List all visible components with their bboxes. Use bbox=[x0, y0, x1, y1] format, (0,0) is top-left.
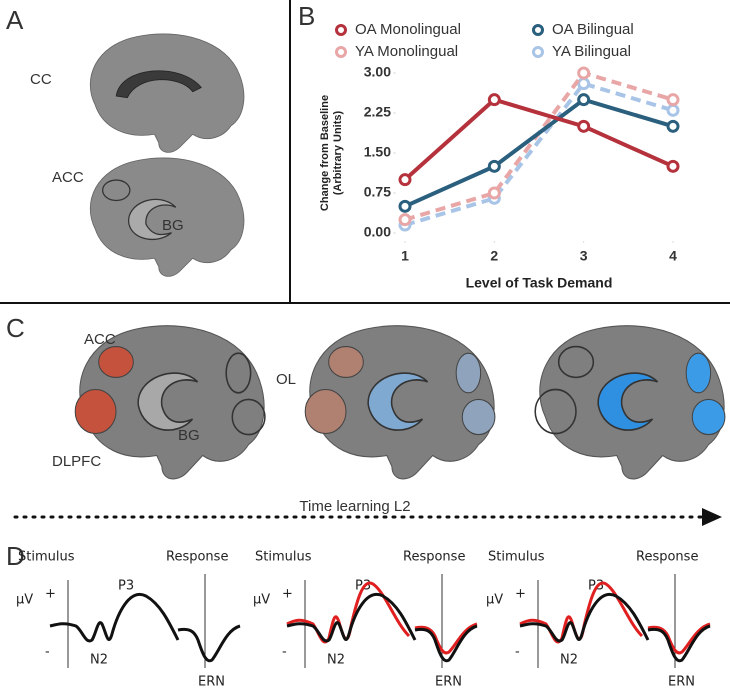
legend-label: YA Monolingual bbox=[355, 43, 458, 60]
point bbox=[666, 159, 680, 173]
region-label: ACC bbox=[84, 331, 116, 348]
erp-wave bbox=[647, 622, 711, 655]
unit-label: μV bbox=[486, 593, 503, 608]
erp-wave bbox=[286, 592, 417, 643]
point bbox=[577, 66, 591, 80]
erp-wave bbox=[519, 592, 650, 643]
y-tick-label: 0.00 bbox=[364, 224, 391, 240]
point bbox=[577, 77, 591, 91]
y-tick-label: 3.00 bbox=[364, 64, 391, 80]
region-label: ACC bbox=[52, 169, 84, 186]
y-tick-label: 1.50 bbox=[364, 144, 391, 160]
region-label: BG bbox=[162, 217, 184, 234]
region-label: BG bbox=[178, 427, 200, 444]
minus-label: - bbox=[515, 645, 520, 660]
ern-label: ERN bbox=[198, 675, 225, 690]
unit-label: μV bbox=[16, 593, 33, 608]
point bbox=[577, 119, 591, 133]
p3-label: P3 bbox=[118, 579, 134, 594]
plus-label: + bbox=[282, 587, 293, 602]
n2-label: N2 bbox=[327, 653, 345, 668]
plus-label: + bbox=[45, 587, 56, 602]
plus-label: + bbox=[515, 587, 526, 602]
brain bbox=[89, 157, 245, 277]
n2-label: N2 bbox=[90, 653, 108, 668]
minus-label: - bbox=[282, 645, 287, 660]
legend-label: OA Monolingual bbox=[355, 21, 461, 38]
response-label: Response bbox=[403, 550, 465, 565]
erp-wave bbox=[414, 624, 478, 663]
legend-label: YA Bilingual bbox=[552, 43, 631, 60]
series-line bbox=[404, 97, 674, 209]
legend-marker bbox=[532, 24, 544, 36]
point bbox=[398, 173, 412, 187]
x-tick-label: 3 bbox=[580, 248, 588, 264]
brain bbox=[74, 325, 266, 480]
legend-marker bbox=[335, 46, 347, 58]
stimulus-label: Stimulus bbox=[255, 550, 312, 565]
stimulus-label: Stimulus bbox=[488, 550, 545, 565]
erp-wave bbox=[177, 624, 241, 663]
x-tick-label: 2 bbox=[490, 248, 498, 264]
unit-label: μV bbox=[253, 593, 270, 608]
erp-wave bbox=[414, 622, 478, 655]
panel-letter: D bbox=[6, 541, 25, 571]
y-axis-label: (Arbitrary Units) bbox=[332, 110, 344, 195]
timeline-label: Time learning L2 bbox=[299, 498, 410, 515]
line-chart: 0.00 0.75 1.50 2.25 3.00 1 2 3 4 OA Monolingual OA… bbox=[335, 21, 680, 264]
brain bbox=[534, 325, 726, 480]
y-tick-label: 0.75 bbox=[364, 184, 391, 200]
legend-marker bbox=[532, 46, 544, 58]
arrow-head bbox=[702, 508, 722, 526]
x-tick-label: 1 bbox=[401, 248, 409, 264]
point bbox=[666, 103, 680, 117]
point bbox=[487, 93, 501, 107]
x-axis-label: Level of Task Demand bbox=[466, 275, 613, 291]
minus-label: - bbox=[45, 645, 50, 660]
series-line bbox=[404, 81, 674, 227]
series-line bbox=[403, 97, 674, 182]
legend-marker bbox=[335, 24, 347, 36]
erp-wave bbox=[647, 624, 711, 663]
panel-letter: C bbox=[6, 313, 25, 343]
point bbox=[577, 93, 591, 107]
panel-letter: A bbox=[6, 5, 24, 35]
point bbox=[666, 119, 680, 133]
brain bbox=[89, 33, 245, 153]
panel-letter: B bbox=[298, 1, 315, 31]
response-label: Response bbox=[636, 550, 698, 565]
legend-label: OA Bilingual bbox=[552, 21, 634, 38]
region-label: CC bbox=[30, 71, 52, 88]
y-tick-label: 2.25 bbox=[364, 104, 391, 120]
y-axis-label: Change from Baseline bbox=[319, 95, 331, 211]
point bbox=[487, 186, 501, 200]
n2-label: N2 bbox=[560, 653, 578, 668]
ern-label: ERN bbox=[668, 675, 695, 690]
x-tick-label: 4 bbox=[669, 248, 677, 264]
erp-panel: Stimulus Response μV + - P3 N2 ERN Stimulus Respo… bbox=[16, 550, 711, 690]
point bbox=[398, 213, 412, 227]
ern-label: ERN bbox=[435, 675, 462, 690]
point bbox=[666, 93, 680, 107]
region-label: OL bbox=[276, 371, 296, 388]
erp-wave bbox=[49, 592, 180, 643]
response-label: Response bbox=[166, 550, 228, 565]
stimulus-label: Stimulus bbox=[18, 550, 75, 565]
erp-group: Stimulus Response μV + - P3 N2 ERN bbox=[16, 550, 241, 690]
point bbox=[487, 159, 501, 173]
brain bbox=[304, 325, 496, 480]
region-label: DLPFC bbox=[52, 453, 101, 470]
point bbox=[398, 199, 412, 213]
